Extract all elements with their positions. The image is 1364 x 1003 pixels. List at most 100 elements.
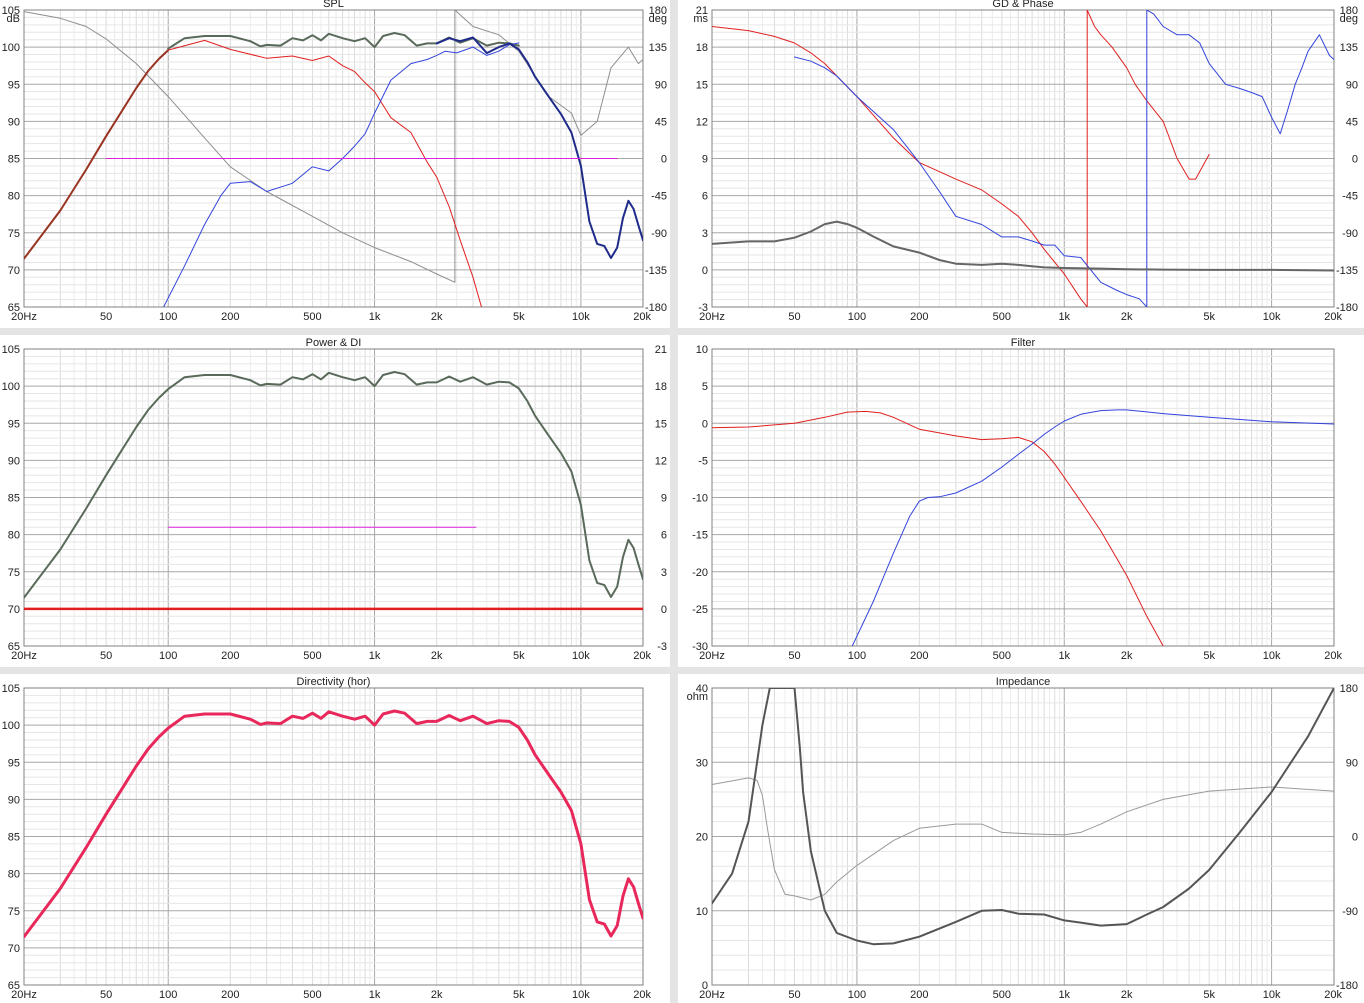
y2-tick-label: 0 bbox=[661, 604, 667, 616]
y-tick-label: 70 bbox=[8, 265, 20, 277]
x-tick-label: 20Hz bbox=[699, 650, 725, 662]
y-tick-label: 100 bbox=[2, 720, 20, 732]
y-tick-label: 105 bbox=[2, 5, 20, 17]
series-line bbox=[851, 409, 1334, 646]
y2-tick-label: 12 bbox=[655, 455, 667, 467]
y-tick-label: 0 bbox=[702, 418, 708, 430]
series-line bbox=[712, 410, 1164, 646]
y2-tick-label: 135 bbox=[649, 42, 667, 54]
y2-tick-label: -45 bbox=[651, 191, 667, 203]
plot-frame bbox=[711, 348, 1335, 647]
x-tick-label: 5k bbox=[1203, 311, 1215, 323]
y-axis-unit: dB bbox=[7, 13, 20, 25]
x-tick-label: 2k bbox=[1121, 650, 1133, 662]
chart-directivity-hor: Directivity (hor) 65 70 75 80 85 90 95 100 105 20H… bbox=[2, 676, 652, 1001]
x-tick-label: 1k bbox=[369, 650, 381, 662]
x-tick-label: 10k bbox=[572, 989, 590, 1001]
x-tick-label: 20Hz bbox=[699, 989, 725, 1001]
y-tick-label: 0 bbox=[702, 265, 708, 277]
x-tick-label: 20k bbox=[633, 311, 651, 323]
y2-tick-label: 15 bbox=[655, 418, 667, 430]
y-tick-label: 20 bbox=[696, 832, 708, 844]
series-line bbox=[24, 10, 643, 283]
x-tick-label: 10k bbox=[572, 650, 590, 662]
y2-tick-label: 21 bbox=[655, 344, 667, 356]
y2-tick-label: 90 bbox=[1346, 757, 1358, 769]
x-tick-label: 1k bbox=[369, 311, 381, 323]
x-tick-label: 500 bbox=[303, 989, 321, 1001]
x-tick-label: 20Hz bbox=[11, 650, 37, 662]
y-tick-label: 21 bbox=[696, 5, 708, 17]
y-tick-label: -25 bbox=[692, 604, 708, 616]
x-tick-label: 2k bbox=[1121, 989, 1133, 1001]
series-line bbox=[794, 10, 1334, 307]
chart-title: Impedance bbox=[996, 676, 1050, 688]
y-tick-label: 95 bbox=[8, 757, 20, 769]
y-tick-label: 40 bbox=[696, 683, 708, 695]
y2-tick-label: 180 bbox=[1340, 5, 1358, 17]
x-tick-label: 100 bbox=[848, 311, 866, 323]
y-tick-label: 80 bbox=[8, 530, 20, 542]
panel-divider bbox=[0, 667, 1364, 674]
y2-tick-label: -180 bbox=[1336, 302, 1358, 314]
y-tick-label: -3 bbox=[698, 302, 708, 314]
y2-tick-label: -90 bbox=[1342, 906, 1358, 918]
x-tick-label: 50 bbox=[100, 989, 112, 1001]
x-tick-label: 100 bbox=[159, 650, 177, 662]
y-tick-label: 65 bbox=[8, 980, 20, 992]
chart-filter: Filter -30 -25 -20 -15 -10 -5 0 5 10 20Hz 50 100 200 5… bbox=[692, 337, 1342, 662]
y-tick-label: 6 bbox=[702, 191, 708, 203]
chart-title: GD & Phase bbox=[992, 0, 1053, 10]
y-tick-label: 65 bbox=[8, 302, 20, 314]
y-tick-label: 105 bbox=[2, 344, 20, 356]
x-tick-label: 2k bbox=[431, 650, 443, 662]
x-tick-label: 500 bbox=[993, 311, 1011, 323]
x-tick-label: 100 bbox=[159, 989, 177, 1001]
x-tick-label: 500 bbox=[303, 311, 321, 323]
y-tick-label: 95 bbox=[8, 418, 20, 430]
panel-divider bbox=[670, 0, 678, 1003]
x-tick-label: 200 bbox=[221, 989, 239, 1001]
x-tick-label: 500 bbox=[993, 989, 1011, 1001]
x-tick-label: 20k bbox=[633, 650, 651, 662]
x-tick-label: 5k bbox=[513, 311, 525, 323]
x-tick-label: 1k bbox=[1058, 989, 1070, 1001]
x-tick-label: 200 bbox=[221, 650, 239, 662]
y-axis-unit: ms bbox=[693, 13, 708, 25]
y-tick-label: 90 bbox=[8, 794, 20, 806]
y-tick-label: 90 bbox=[8, 116, 20, 128]
y2-tick-label: 6 bbox=[661, 530, 667, 542]
series-line bbox=[167, 32, 520, 50]
y2-tick-label: 9 bbox=[661, 493, 667, 505]
x-tick-label: 20Hz bbox=[11, 989, 37, 1001]
y-tick-label: 12 bbox=[696, 116, 708, 128]
y-tick-label: 3 bbox=[702, 228, 708, 240]
x-tick-label: 5k bbox=[1203, 650, 1215, 662]
series-line bbox=[435, 36, 643, 259]
x-tick-label: 10k bbox=[572, 311, 590, 323]
series-line bbox=[24, 371, 643, 599]
y2-tick-label: -180 bbox=[645, 302, 667, 314]
y-tick-label: 0 bbox=[702, 980, 708, 992]
y2-tick-label: -135 bbox=[645, 265, 667, 277]
y2-tick-label: 90 bbox=[1346, 79, 1358, 91]
y-tick-label: 95 bbox=[8, 79, 20, 91]
y2-tick-label: -90 bbox=[651, 228, 667, 240]
y2-tick-label: 135 bbox=[1340, 42, 1358, 54]
y2-tick-label: -45 bbox=[1342, 191, 1358, 203]
x-tick-label: 500 bbox=[993, 650, 1011, 662]
y2-axis-unit: deg bbox=[1340, 13, 1358, 25]
y-tick-label: 9 bbox=[702, 154, 708, 166]
y2-tick-label: 3 bbox=[661, 567, 667, 579]
y-tick-label: 85 bbox=[8, 154, 20, 166]
y-tick-label: -15 bbox=[692, 530, 708, 542]
panel-divider bbox=[0, 328, 1364, 335]
y2-tick-label: -135 bbox=[1336, 265, 1358, 277]
y-axis-unit: ohm bbox=[687, 691, 708, 703]
series-line bbox=[167, 39, 482, 307]
y2-tick-label: 0 bbox=[1352, 832, 1358, 844]
plot-frame bbox=[23, 9, 644, 308]
x-tick-label: 200 bbox=[221, 311, 239, 323]
x-tick-label: 20k bbox=[633, 989, 651, 1001]
